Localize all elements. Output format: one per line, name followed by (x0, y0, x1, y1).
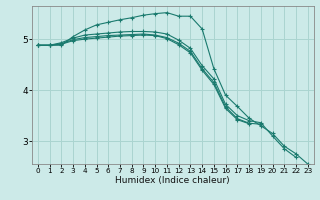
X-axis label: Humidex (Indice chaleur): Humidex (Indice chaleur) (116, 176, 230, 185)
